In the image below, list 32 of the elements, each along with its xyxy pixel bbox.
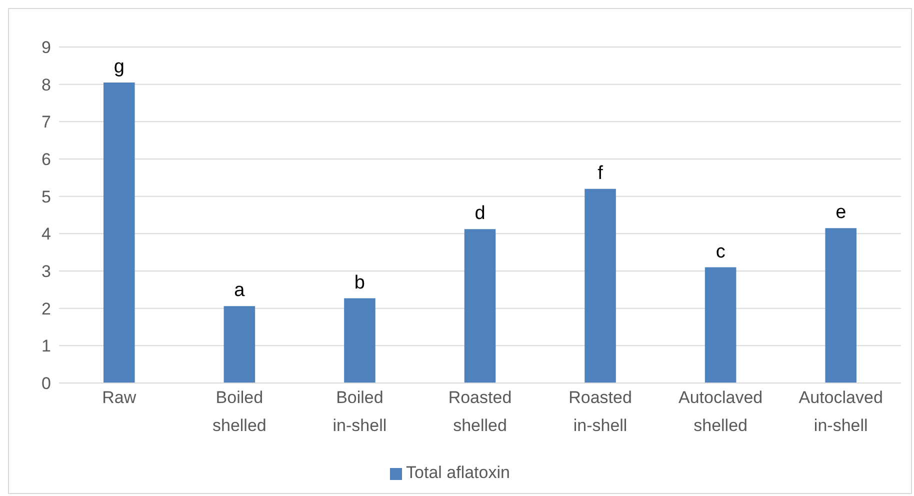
y-tick-label: 7 bbox=[42, 112, 51, 132]
data-label: c bbox=[716, 241, 726, 262]
y-tick-label: 4 bbox=[42, 224, 51, 244]
x-tick-label: Boiled shelled bbox=[212, 388, 266, 435]
bar bbox=[704, 267, 736, 383]
data-label: a bbox=[234, 280, 246, 302]
bar bbox=[825, 228, 856, 383]
data-label: d bbox=[474, 203, 486, 224]
x-tick-label: Autoclaved shelled bbox=[678, 388, 763, 435]
y-tick-label: 5 bbox=[42, 187, 51, 206]
x-tick-label: Boiled in-shell bbox=[332, 388, 387, 435]
y-tick-label: 1 bbox=[42, 336, 51, 356]
x-tick-label: Autoclaved in-shell bbox=[798, 388, 883, 435]
bar bbox=[344, 298, 376, 383]
data-label: f bbox=[598, 162, 604, 184]
y-tick-label: 6 bbox=[42, 150, 51, 170]
legend-label: Total aflatoxin bbox=[406, 463, 510, 482]
y-tick-label: 0 bbox=[42, 374, 51, 394]
y-tick-label: 3 bbox=[42, 262, 51, 282]
data-label: b bbox=[354, 272, 366, 294]
bar bbox=[224, 306, 256, 383]
x-tick-label: Roasted in-shell bbox=[568, 388, 632, 435]
bar bbox=[464, 229, 496, 383]
data-label: e bbox=[836, 202, 846, 224]
y-tick-label: 9 bbox=[42, 38, 51, 58]
y-tick-label: 2 bbox=[42, 299, 51, 318]
bar bbox=[584, 188, 616, 383]
bar bbox=[104, 82, 135, 383]
y-tick-label: 8 bbox=[42, 75, 51, 94]
x-tick-label: Raw bbox=[102, 388, 137, 407]
data-label: g bbox=[114, 56, 124, 78]
x-tick-label: Roasted shelled bbox=[448, 388, 512, 435]
